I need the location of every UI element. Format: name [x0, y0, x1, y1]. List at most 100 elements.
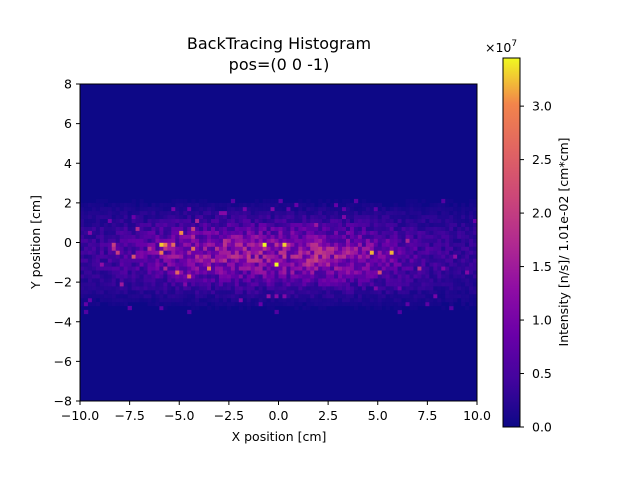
heatmap-cell [207, 246, 212, 251]
heatmap-cell [91, 202, 97, 208]
heatmap-cell [91, 294, 97, 299]
heatmap-cell [87, 234, 93, 239]
heatmap-cell [143, 218, 148, 223]
heatmap-cell [282, 214, 287, 220]
heatmap-cell [107, 242, 113, 247]
heatmap-cell [151, 286, 156, 291]
heatmap-cell [254, 230, 259, 235]
heatmap-cell [270, 214, 275, 220]
heatmap-cell [357, 286, 363, 291]
heatmap-cell [199, 250, 204, 255]
heatmap-cell [322, 297, 327, 303]
heatmap-cell [433, 274, 438, 279]
heatmap-cell [258, 214, 263, 220]
heatmap-cell [214, 214, 220, 220]
heatmap-cell [95, 234, 101, 239]
heatmap-cell [195, 290, 200, 295]
heatmap-cell [290, 250, 295, 255]
heatmap-cell [437, 246, 442, 251]
heatmap-cell [373, 222, 379, 227]
heatmap-cell [179, 214, 184, 220]
heatmap-cell [242, 290, 248, 295]
heatmap-cell [286, 218, 291, 223]
heatmap-cell [195, 270, 200, 275]
heatmap-cell [111, 222, 117, 227]
heatmap-cell [234, 254, 240, 259]
heatmap-cell [226, 214, 232, 220]
heatmap-cell [349, 266, 355, 271]
heatmap-cell [115, 226, 120, 231]
heatmap-cell [159, 297, 164, 303]
heatmap-cell [218, 246, 224, 251]
heatmap-cell [211, 258, 216, 263]
heatmap-cell [191, 250, 196, 255]
heatmap-cell [147, 250, 152, 255]
heatmap-cell [103, 242, 109, 247]
heatmap-cell [214, 290, 220, 295]
heatmap-cell [413, 274, 418, 279]
heatmap-cell [111, 286, 117, 291]
heatmap-cell [270, 238, 275, 243]
heatmap-cell [155, 270, 160, 275]
heatmap-cell [286, 290, 291, 295]
heatmap-cell [326, 210, 331, 216]
heatmap-cell [163, 218, 168, 223]
heatmap-cell [469, 198, 474, 204]
heatmap-cell [127, 226, 132, 231]
heatmap-cell [199, 238, 204, 243]
heatmap-cell [95, 290, 101, 295]
heatmap-cell [87, 238, 93, 243]
heatmap-cell [373, 234, 379, 239]
heatmap-cell [345, 297, 351, 303]
heatmap-cell [147, 266, 152, 271]
heatmap-cell [234, 278, 240, 283]
heatmap-cell [298, 250, 303, 255]
heatmap-cell [330, 301, 335, 307]
heatmap-cell [131, 198, 136, 204]
heatmap-cell [385, 254, 390, 259]
heatmap-cell [353, 238, 359, 243]
heatmap-cell [445, 262, 450, 267]
heatmap-cell [330, 297, 335, 303]
heatmap-cell [357, 202, 363, 208]
heatmap-cell [357, 274, 363, 279]
heatmap-cell [80, 210, 85, 216]
heatmap-cell [191, 274, 196, 279]
heatmap-cell [429, 202, 434, 208]
heatmap-cell [171, 222, 176, 227]
heatmap-cell [83, 242, 89, 247]
heatmap-cell [322, 270, 327, 275]
heatmap-cell [338, 301, 343, 307]
heatmap-cell [242, 286, 248, 291]
heatmap-cell [457, 226, 462, 231]
heatmap-cell [139, 218, 144, 223]
heatmap-cell [345, 286, 351, 291]
heatmap-cell [298, 278, 303, 283]
heatmap-cell [417, 238, 422, 243]
heatmap-cell [417, 266, 422, 271]
heatmap-cell [83, 258, 89, 263]
heatmap-cell [401, 222, 406, 227]
x-tick-label: 5.0 [368, 408, 388, 423]
heatmap-cell [445, 230, 450, 235]
heatmap-cell [270, 222, 275, 227]
heatmap-cell [318, 305, 323, 311]
heatmap-cell [349, 242, 355, 247]
heatmap-cell [107, 250, 113, 255]
heatmap-cell [246, 290, 252, 295]
heatmap-cell [179, 294, 184, 299]
heatmap-cell [357, 278, 363, 283]
heatmap-cell [457, 214, 462, 220]
heatmap-cell [361, 210, 367, 216]
heatmap-cell [417, 297, 422, 303]
heatmap-cell [361, 262, 367, 267]
heatmap-cell [83, 286, 89, 291]
heatmap-cell [242, 294, 248, 299]
heatmap-cell [266, 210, 271, 216]
heatmap-cell [425, 246, 430, 251]
heatmap-cell [179, 254, 184, 259]
heatmap-cell [389, 242, 394, 247]
heatmap-cell [449, 206, 454, 212]
heatmap-cell [286, 214, 291, 220]
heatmap-cell [385, 206, 390, 212]
